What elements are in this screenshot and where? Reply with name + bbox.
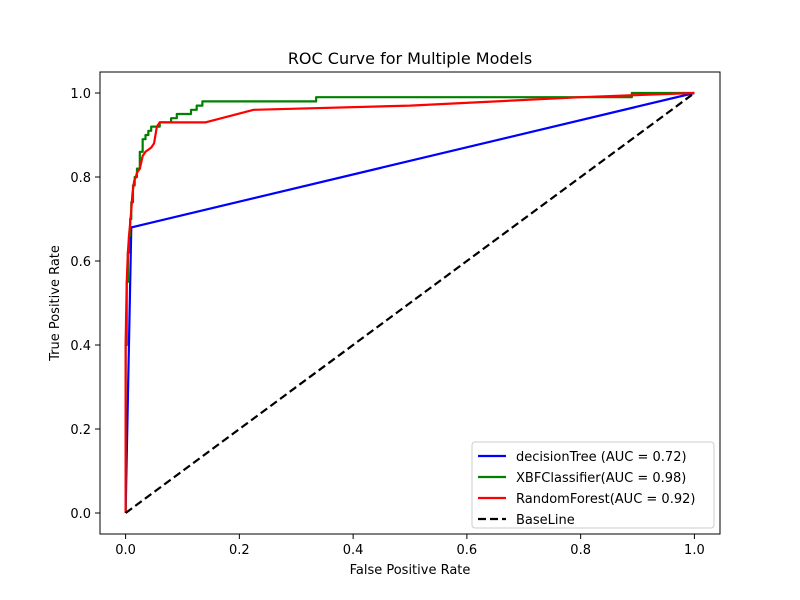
series-layer bbox=[124, 91, 696, 514]
legend-label: BaseLine bbox=[516, 513, 575, 528]
x-axis-title: False Positive Rate bbox=[350, 563, 471, 578]
legend-label: RandomForest(AUC = 0.92) bbox=[516, 492, 695, 507]
x-tick-label: 0.2 bbox=[229, 543, 250, 558]
x-tick-label: 1.0 bbox=[684, 543, 705, 558]
plot-frame bbox=[99, 71, 721, 535]
y-tick-label: 0.2 bbox=[70, 423, 91, 438]
x-tick-label: 0.8 bbox=[570, 543, 591, 558]
legend-label: XBFClassifier(AUC = 0.98) bbox=[516, 471, 686, 486]
legend-box bbox=[471, 441, 715, 529]
legend-label: decisionTree (AUC = 0.72) bbox=[516, 450, 687, 465]
y-tick-label: 0.0 bbox=[70, 507, 91, 522]
x-tick-label: 0.0 bbox=[115, 543, 136, 558]
y-axis-title: True Positive Rate bbox=[48, 245, 63, 362]
x-axis: 0.0 0.2 0.4 0.6 0.8 1.0 bbox=[115, 534, 705, 558]
x-tick-label: 0.6 bbox=[457, 543, 478, 558]
series-line-3 bbox=[124, 92, 696, 514]
y-tick-label: 0.4 bbox=[70, 339, 91, 354]
chart-title: ROC Curve for Multiple Models bbox=[288, 49, 532, 68]
series-line-2 bbox=[124, 91, 695, 513]
y-tick-label: 1.0 bbox=[70, 87, 91, 102]
y-tick-label: 0.8 bbox=[70, 171, 91, 186]
legend: decisionTree (AUC = 0.72) XBFClassifier(A… bbox=[471, 441, 715, 529]
y-tick-label: 0.6 bbox=[70, 255, 91, 270]
series-line-0 bbox=[124, 91, 695, 514]
y-axis: 0.0 0.2 0.4 0.6 0.8 1.0 bbox=[70, 87, 100, 522]
x-tick-label: 0.4 bbox=[343, 543, 364, 558]
